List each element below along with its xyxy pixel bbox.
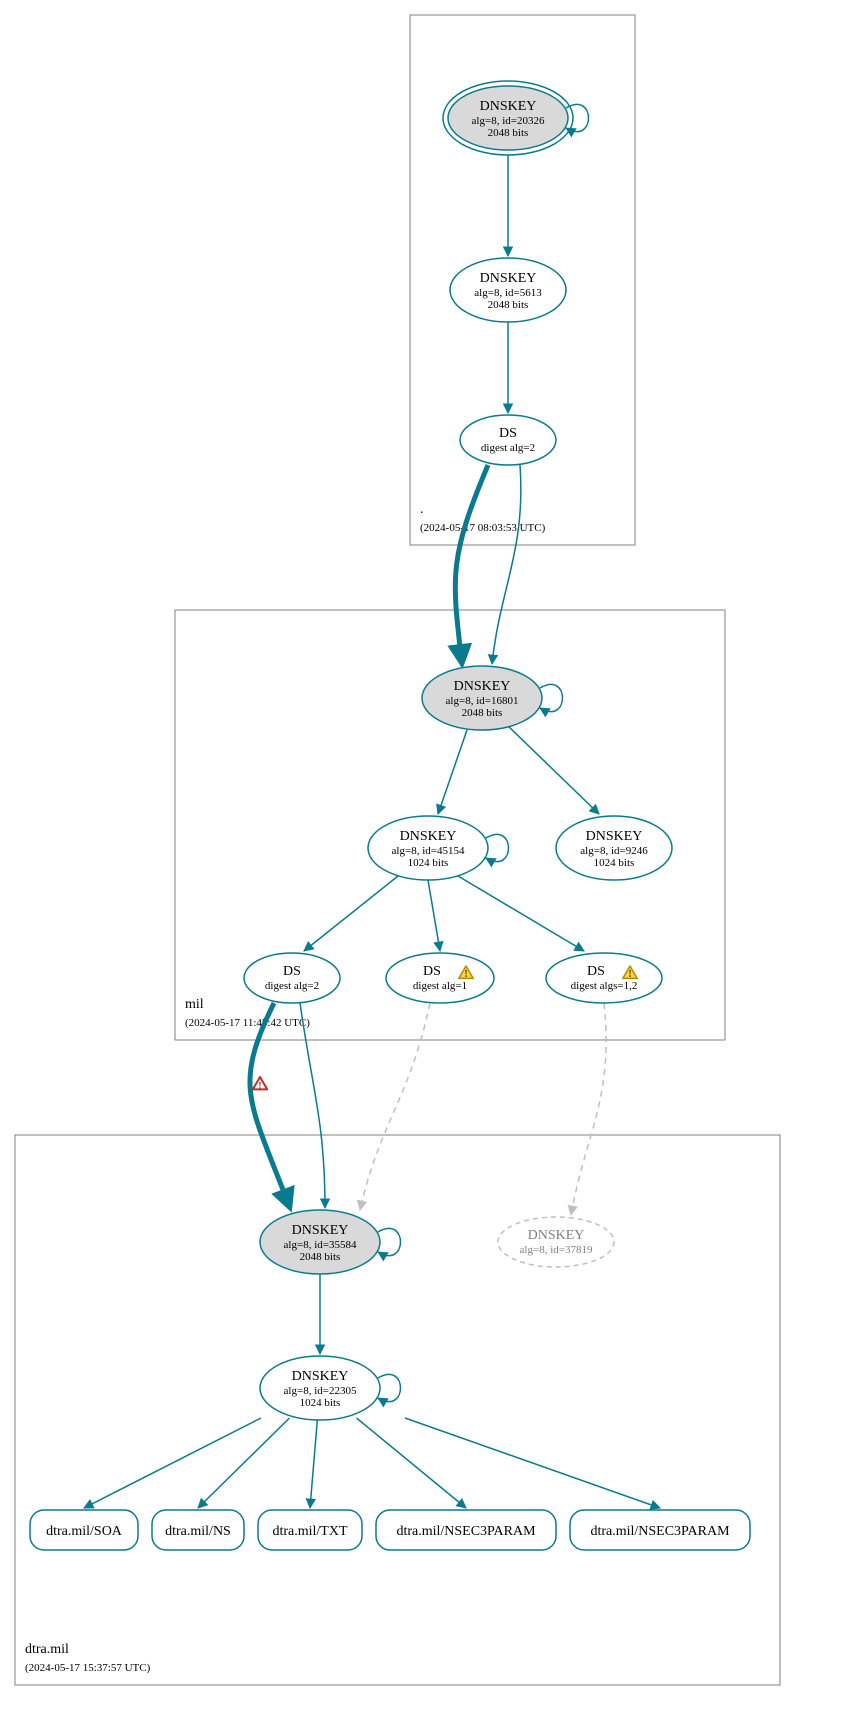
edge (357, 1418, 467, 1508)
rrset-label: dtra.mil/NSEC3PARAM (590, 1524, 730, 1539)
node-mil_zsk2: DNSKEYalg=8, id=92461024 bits (556, 816, 672, 880)
node-title: DNSKEY (292, 1369, 349, 1384)
node-sub2: 1024 bits (408, 857, 449, 869)
zone-dtra-label: dtra.mil (25, 1642, 69, 1657)
node-dtra_missing: DNSKEYalg=8, id=37819 (498, 1217, 614, 1267)
node-title: DNSKEY (480, 271, 537, 286)
node-sub1: alg=8, id=45154 (392, 845, 465, 857)
edge (566, 104, 589, 131)
node-sub1: digest alg=2 (481, 442, 535, 454)
node-sub2: 2048 bits (488, 127, 529, 139)
rrsets: dtra.mil/SOA dtra.mil/NS dtra.mil/TXT dtra.… (30, 1510, 750, 1550)
edge (486, 834, 509, 861)
node-sub1: alg=8, id=9246 (580, 845, 648, 857)
edge (378, 1374, 401, 1401)
edge (492, 465, 521, 664)
node-sub1: alg=8, id=35584 (284, 1239, 357, 1251)
node-mil_zsk1: DNSKEYalg=8, id=451541024 bits (368, 816, 488, 880)
node-sub2: 1024 bits (300, 1397, 341, 1409)
edge (198, 1418, 290, 1508)
node-sub2: 2048 bits (300, 1251, 341, 1263)
edge (300, 1003, 325, 1208)
edge (540, 684, 563, 711)
zone-mil-timestamp: (2024-05-17 11:45:42 UTC) (185, 1017, 310, 1029)
node-title: DNSKEY (528, 1228, 585, 1243)
edge (438, 730, 467, 814)
node-title: DS (499, 426, 517, 441)
node-root_zsk: DNSKEYalg=8, id=56132048 bits (450, 258, 566, 322)
warning-bang: ! (258, 1080, 262, 1092)
edge (304, 876, 398, 951)
edge (458, 876, 584, 951)
edge (250, 1003, 290, 1208)
edge (360, 1003, 430, 1210)
zone-root-timestamp: (2024-05-17 08:03:53 UTC) (420, 522, 546, 534)
node-title: DNSKEY (292, 1223, 349, 1238)
node-title: DS (587, 964, 605, 979)
node-root_ds: DSdigest alg=2 (460, 415, 556, 465)
warning-bang: ! (628, 968, 632, 980)
rrset-label: dtra.mil/SOA (46, 1524, 123, 1539)
edge (405, 1418, 660, 1508)
node-title: DNSKEY (454, 679, 511, 694)
zone-mil-label: mil (185, 997, 204, 1012)
node-title: DS (283, 964, 301, 979)
node-mil_ds3: DSdigest algs=1,2 (546, 953, 662, 1003)
warning-bang: ! (464, 968, 468, 980)
node-sub2: 2048 bits (462, 707, 503, 719)
edge (455, 465, 488, 664)
edges (84, 104, 660, 1508)
node-title: DNSKEY (480, 99, 537, 114)
node-sub1: digest alg=2 (265, 980, 319, 992)
node-title: DNSKEY (586, 829, 643, 844)
rrset-label: dtra.mil/NSEC3PARAM (396, 1524, 536, 1539)
node-sub1: alg=8, id=37819 (520, 1244, 593, 1256)
node-sub1: digest alg=1 (413, 980, 467, 992)
node-dtra_ksk: DNSKEYalg=8, id=355842048 bits (260, 1210, 380, 1274)
node-sub2: 1024 bits (594, 857, 635, 869)
node-dtra_zsk: DNSKEYalg=8, id=223051024 bits (260, 1356, 380, 1420)
node-sub1: digest algs=1,2 (571, 980, 638, 992)
nodes: DNSKEYalg=8, id=203262048 bitsDNSKEYalg=… (244, 81, 672, 1420)
node-sub1: alg=8, id=5613 (474, 287, 542, 299)
edge (84, 1418, 261, 1508)
rrset-label: dtra.mil/NS (165, 1524, 231, 1539)
node-sub1: alg=8, id=22305 (284, 1385, 357, 1397)
node-mil_ds1: DSdigest alg=2 (244, 953, 340, 1003)
zone-dtra-timestamp: (2024-05-17 15:37:57 UTC) (25, 1662, 151, 1674)
edge (571, 1003, 606, 1215)
rrset-label: dtra.mil/TXT (272, 1524, 347, 1539)
node-title: DNSKEY (400, 829, 457, 844)
edge (507, 725, 599, 814)
node-mil_ds2: DSdigest alg=1 (386, 953, 494, 1003)
node-sub1: alg=8, id=16801 (446, 695, 519, 707)
edge (378, 1228, 401, 1255)
dnssec-graph: . (2024-05-17 08:03:53 UTC) mil (2024-05… (0, 0, 855, 1711)
zone-root-label: . (420, 502, 424, 517)
edge (428, 880, 440, 951)
node-sub1: alg=8, id=20326 (472, 115, 545, 127)
zone-dtra (15, 1135, 780, 1685)
edge (310, 1418, 318, 1508)
node-mil_ksk: DNSKEYalg=8, id=168012048 bits (422, 666, 542, 730)
node-title: DS (423, 964, 441, 979)
node-sub2: 2048 bits (488, 299, 529, 311)
node-root_ksk: DNSKEYalg=8, id=203262048 bits (443, 81, 573, 155)
